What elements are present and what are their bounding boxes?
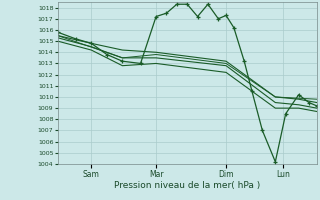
X-axis label: Pression niveau de la mer( hPa ): Pression niveau de la mer( hPa ) [114,181,260,190]
